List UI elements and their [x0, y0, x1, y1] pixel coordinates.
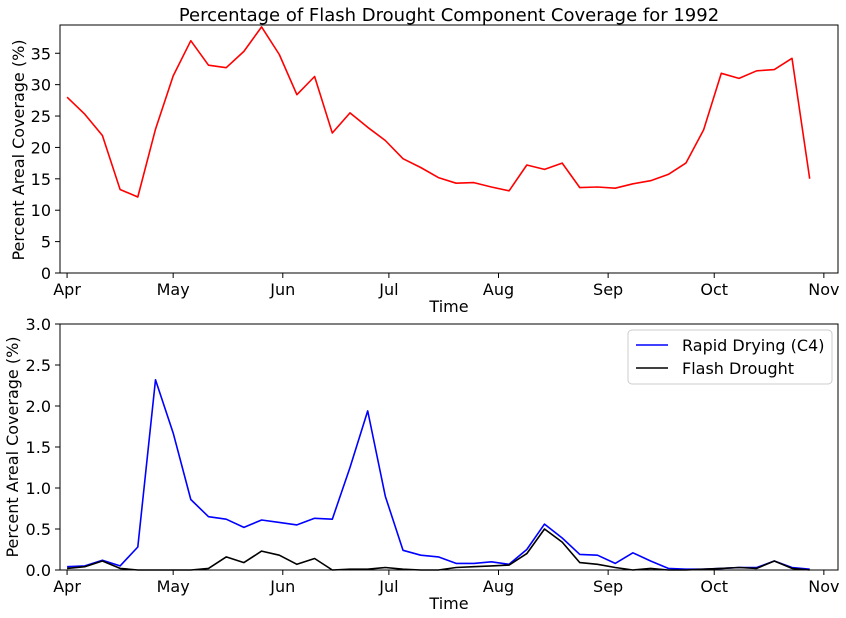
- bottom-plot-frame: [59, 323, 839, 571]
- top-x-tick-label: Jul: [378, 280, 398, 299]
- legend-label-rapid-drying: Rapid Drying (C4): [682, 336, 824, 355]
- top-y-tick-label: 20: [31, 138, 51, 157]
- top-y-tick-label: 30: [31, 76, 51, 95]
- top-y-axis-label: Percent Areal Coverage (%): [9, 39, 28, 260]
- bottom-series-line-rapid-drying-c4: [67, 378, 810, 571]
- bottom-series-line-flash-drought: [67, 528, 810, 571]
- top-chart: Percentage of Flash Drought Component Co…: [9, 5, 839, 316]
- bottom-y-tick-label: 0.0: [26, 561, 51, 580]
- bottom-x-tick-label: Nov: [808, 577, 839, 596]
- top-y-tick-label: 25: [31, 107, 51, 126]
- bottom-x-axis-label: Time: [428, 594, 468, 613]
- bottom-x-tick-label: Oct: [700, 577, 728, 596]
- bottom-y-tick-label: 1.5: [26, 438, 51, 457]
- bottom-ticks: Apr May Jun Jul Aug Sep Oct Nov 0.0 0.5 1.0 1.5 2.0 2…: [26, 315, 840, 596]
- top-x-tick-label: Sep: [593, 280, 623, 299]
- top-x-tick-label: Aug: [483, 280, 514, 299]
- bottom-y-axis-label: Percent Areal Coverage (%): [3, 336, 22, 557]
- top-y-tick-label: 5: [41, 233, 51, 252]
- bottom-lines: [67, 378, 810, 571]
- bottom-y-tick-label: 2.5: [26, 356, 51, 375]
- legend: Rapid Drying (C4) Flash Drought: [627, 329, 833, 385]
- top-x-tick-label: May: [157, 280, 190, 299]
- bottom-x-tick-label: Jul: [378, 577, 398, 596]
- bottom-y-tick-label: 2.0: [26, 397, 51, 416]
- bottom-y-tick-label: 3.0: [26, 315, 51, 334]
- bottom-x-tick-label: Sep: [593, 577, 623, 596]
- top-series-line-coverage: [66, 26, 811, 198]
- top-y-tick-label: 35: [31, 44, 51, 63]
- bottom-chart: Percent Areal Coverage (%) Time Apr May Ju…: [3, 315, 839, 613]
- bottom-y-tick-label: 1.0: [26, 479, 51, 498]
- bottom-x-tick-label: Apr: [53, 577, 81, 596]
- bottom-x-tick-label: May: [157, 577, 190, 596]
- bottom-x-tick-label: Aug: [483, 577, 514, 596]
- top-x-tick-label: Apr: [53, 280, 81, 299]
- top-plot-frame: [59, 24, 839, 274]
- top-x-tick-label: Jun: [269, 280, 295, 299]
- top-y-tick-label: 0: [41, 264, 51, 283]
- top-lines: [66, 26, 811, 198]
- top-x-tick-label: Nov: [808, 280, 839, 299]
- top-x-axis-label: Time: [428, 297, 468, 316]
- legend-label-flash-drought: Flash Drought: [682, 359, 794, 378]
- top-x-tick-label: Oct: [700, 280, 728, 299]
- chart-title: Percentage of Flash Drought Component Co…: [179, 5, 719, 26]
- top-y-tick-label: 15: [31, 170, 51, 189]
- bottom-y-tick-label: 0.5: [26, 520, 51, 539]
- top-ticks: Apr May Jun Jul Aug Sep Oct Nov 0 5 10 15 20 25 30 35: [31, 44, 840, 299]
- legend-box: [627, 329, 833, 385]
- bottom-x-tick-label: Jun: [269, 577, 295, 596]
- top-y-tick-label: 10: [31, 201, 51, 220]
